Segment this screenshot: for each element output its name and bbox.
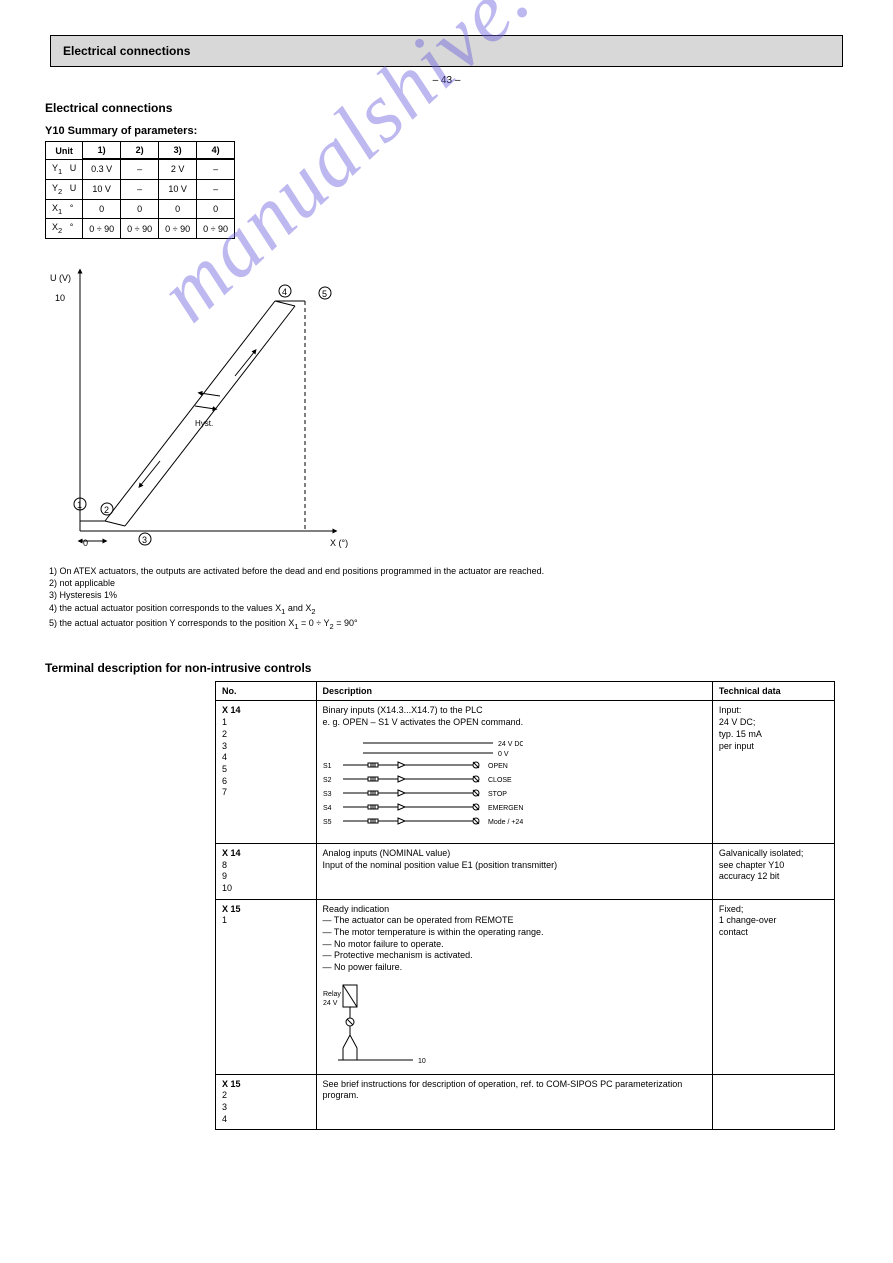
- legend-item: 2) not applicable: [49, 577, 848, 589]
- svg-text:S1: S1: [323, 763, 332, 770]
- table-row: X 148910 Analog inputs (NOMINAL value) I…: [216, 843, 835, 899]
- svg-text:2: 2: [104, 505, 109, 515]
- col-4: 4): [197, 142, 235, 159]
- table-row: X2 ° 0 ÷ 90 0 ÷ 90 0 ÷ 90 0 ÷ 90: [46, 219, 235, 239]
- svg-text:Relay: Relay: [323, 991, 341, 998]
- table-row: X 15234 See brief instructions for descr…: [216, 1074, 835, 1130]
- y10-sub: Y10 Summary of parameters:: [45, 125, 848, 137]
- svg-text:S2: S2: [323, 777, 332, 784]
- terminal-desc: See brief instructions for description o…: [316, 1074, 712, 1130]
- terminal-desc: Binary inputs (X14.3...X14.7) to the PLC…: [316, 701, 712, 843]
- legend-item: 5) the actual actuator position Y corres…: [49, 617, 848, 632]
- table-row: X 151 Ready indication — The actuator ca…: [216, 899, 835, 1074]
- svg-text:S5: S5: [323, 819, 332, 826]
- row-label: Y1 U: [46, 160, 83, 180]
- io-diagram: 24 V DC 0 V S1: [323, 735, 523, 835]
- table-row: Y2 U 10 V – 10 V –: [46, 179, 235, 199]
- terminals-table: No. Description Technical data X 1412345…: [215, 681, 835, 1130]
- svg-text:10: 10: [55, 293, 65, 303]
- svg-text:CLOSE: CLOSE: [488, 777, 512, 784]
- table-row: X1 ° 0 0 0 0: [46, 199, 235, 219]
- svg-text:0: 0: [83, 538, 88, 548]
- legend-item: 3) Hysteresis 1%: [49, 589, 848, 601]
- legend-item: 4) the actual actuator position correspo…: [49, 602, 848, 617]
- svg-text:0 V: 0 V: [498, 751, 509, 758]
- col-3: 3): [159, 142, 197, 159]
- svg-text:3: 3: [142, 535, 147, 545]
- col-no: No.: [216, 682, 317, 701]
- svg-text:Mode / +24 V DC ok: Mode / +24 V DC ok: [488, 819, 523, 826]
- relay-diagram: Relay 24 V 10: [323, 980, 443, 1070]
- terminal-data: Galvanically isolated;see chapter Y10acc…: [712, 843, 834, 899]
- x-axis-label: X (°): [330, 538, 348, 548]
- row-label: X1 °: [46, 199, 83, 219]
- page-number: – 43 –: [45, 75, 848, 86]
- row-label: Y2 U: [46, 179, 83, 199]
- terminal-desc: Ready indication — The actuator can be o…: [316, 899, 712, 1074]
- y-axis-label: U (V): [50, 273, 71, 283]
- svg-text:S4: S4: [323, 805, 332, 812]
- terminal-data: [712, 1074, 834, 1130]
- graph-legend: 1) On ATEX actuators, the outputs are ac…: [49, 565, 848, 631]
- header-title: Electrical connections: [63, 44, 190, 58]
- svg-text:STOP: STOP: [488, 791, 507, 798]
- svg-text:24 V DC: 24 V DC: [498, 741, 523, 748]
- hysteresis-graph: 4 5 1 2 3 U (V) 10 X (°) 0 Hyst.: [45, 261, 848, 561]
- svg-text:S3: S3: [323, 791, 332, 798]
- col-1: 1): [83, 142, 121, 159]
- table-row: Y1 U 0.3 V – 2 V –: [46, 160, 235, 180]
- terminal-no: X 141234567: [216, 701, 317, 843]
- header-band: Electrical connections: [50, 35, 843, 67]
- params-table: Unit 1) 2) 3) 4) Y1 U 0.3 V – 2 V – Y2 U…: [45, 141, 235, 239]
- svg-text:EMERGENCY: EMERGENCY: [488, 805, 523, 812]
- terminals-heading: Terminal description for non-intrusive c…: [45, 661, 848, 675]
- terminal-no: X 15234: [216, 1074, 317, 1130]
- svg-text:10: 10: [418, 1058, 426, 1065]
- svg-text:OPEN: OPEN: [488, 763, 508, 770]
- terminal-no: X 148910: [216, 843, 317, 899]
- row-label: X2 °: [46, 219, 83, 239]
- col-desc: Description: [316, 682, 712, 701]
- terminal-data: Input:24 V DC;typ. 15 mAper input: [712, 701, 834, 843]
- terminal-no: X 151: [216, 899, 317, 1074]
- col-2: 2): [121, 142, 159, 159]
- svg-text:1: 1: [77, 500, 82, 510]
- svg-text:5: 5: [322, 289, 327, 299]
- col-data: Technical data: [712, 682, 834, 701]
- col-unit: Unit: [46, 142, 83, 160]
- table-row: X 141234567 Binary inputs (X14.3...X14.7…: [216, 701, 835, 843]
- legend-item: 1) On ATEX actuators, the outputs are ac…: [49, 565, 848, 577]
- terminal-desc: Analog inputs (NOMINAL value) Input of t…: [316, 843, 712, 899]
- svg-text:24 V: 24 V: [323, 1000, 338, 1007]
- section-heading: Electrical connections: [45, 101, 848, 115]
- svg-text:Hyst.: Hyst.: [195, 419, 213, 428]
- terminal-data: Fixed;1 change-overcontact: [712, 899, 834, 1074]
- svg-text:4: 4: [282, 287, 287, 297]
